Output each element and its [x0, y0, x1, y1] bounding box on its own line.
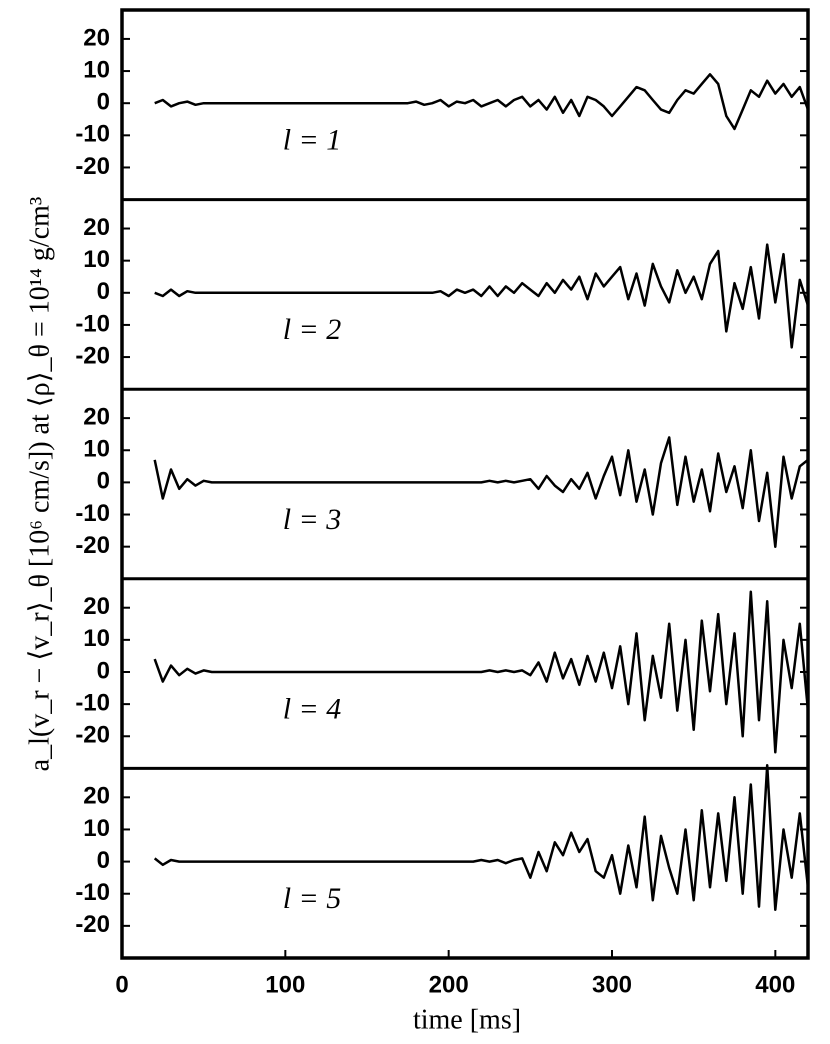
y-tick-label: 20 [83, 403, 110, 430]
y-tick-label: 10 [83, 246, 110, 273]
x-tick-label: 0 [115, 971, 128, 998]
y-tick-label: -20 [75, 532, 110, 559]
panel-label: l = 3 [283, 503, 342, 536]
x-axis-label: time [ms] [413, 1004, 521, 1035]
y-tick-label: 0 [97, 278, 110, 305]
y-tick-label: -10 [75, 121, 110, 148]
y-axis-label: a_l(v_r − ⟨v_r⟩_θ [10⁶ cm/s]) at ⟨ρ⟩_θ =… [24, 197, 55, 772]
x-tick-label: 400 [755, 971, 795, 998]
series-line [153, 590, 810, 754]
series-line [153, 436, 809, 548]
panel-label: l = 4 [283, 692, 342, 725]
y-tick-label: -20 [75, 911, 110, 938]
series-line [153, 763, 810, 912]
y-tick-label: -10 [75, 879, 110, 906]
y-tick-label: 20 [83, 214, 110, 241]
y-tick-label: 10 [83, 56, 110, 83]
y-tick-label: 0 [97, 468, 110, 495]
series-line [154, 243, 810, 349]
series-line [154, 73, 810, 131]
y-tick-label: -10 [75, 689, 110, 716]
x-tick-label: 100 [265, 971, 305, 998]
y-tick-label: 20 [83, 783, 110, 810]
y-tick-label: -20 [75, 153, 110, 180]
y-tick-label: 0 [97, 847, 110, 874]
y-tick-label: 0 [97, 657, 110, 684]
y-tick-label: 0 [97, 89, 110, 116]
y-tick-label: 10 [83, 625, 110, 652]
y-tick-label: -10 [75, 310, 110, 337]
y-tick-label: -10 [75, 500, 110, 527]
panel-label: l = 2 [283, 313, 342, 346]
frame [120, 8, 810, 960]
x-tick-label: 200 [429, 971, 469, 998]
y-tick-label: 10 [83, 436, 110, 463]
y-tick-label: 10 [83, 815, 110, 842]
y-tick-label: 20 [83, 593, 110, 620]
y-tick-label: -20 [75, 342, 110, 369]
y-tick-label: -20 [75, 722, 110, 749]
panel-label: l = 5 [283, 882, 342, 915]
x-tick-label: 300 [592, 971, 632, 998]
panel-label: l = 1 [283, 124, 342, 157]
y-tick-label: 20 [83, 24, 110, 51]
